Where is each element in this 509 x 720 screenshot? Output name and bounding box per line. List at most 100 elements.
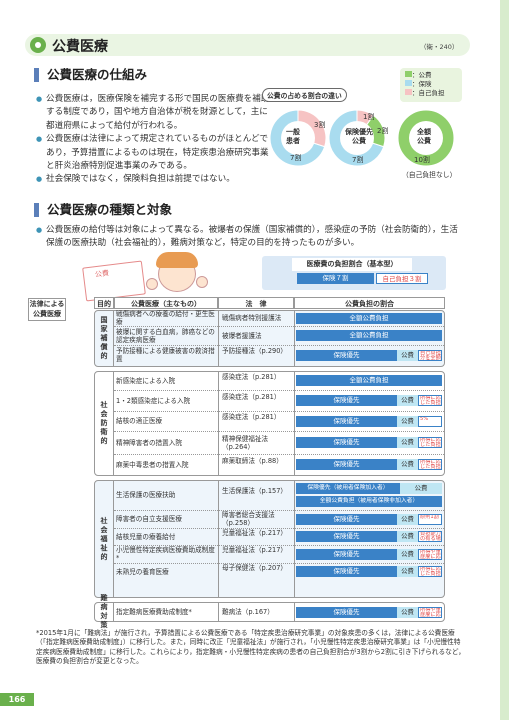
table-row-divider [114,390,444,391]
row-program-name: 精神障害者の措置入院 [116,438,182,447]
row-law-name: 感染症法（p.281） [222,372,281,381]
column-divider [294,602,295,622]
bar-insurance: 保険優先 [296,415,397,427]
pie-share-label: 10割 [414,156,430,164]
bar-insurance: 保険優先 [296,459,397,470]
group-category: 国 家 補 償 的 [100,316,108,360]
bar-public: 公費 [400,483,442,494]
row-program-name: 結核の適正医療 [116,417,163,425]
table-side-label: 法律による 公費医療 [28,298,66,321]
table-row-divider [114,510,444,511]
pie-center-label: 全額 公費 [417,128,431,145]
table-row-divider [114,345,444,346]
bar-insurance: 保険優先 [296,566,397,577]
column-divider [113,480,114,598]
section-title-types: 公費医療の種類と対象 [34,203,172,217]
character-hand [196,276,208,288]
character-hand [146,278,158,290]
column-divider [218,310,219,367]
pie-share-label: 3割 [314,121,326,129]
burden-legend-insurance: 保険７割 [297,273,374,284]
character-hair [156,252,198,268]
row-program-name: 被爆に関する白血病，肺癌などの認定疾病医療 [116,327,215,344]
group-category: 難 病 対 策 [100,594,108,629]
row-law-name: 児童福祉法（p.217） [222,546,288,554]
row-program-name: 指定難病医療費助成制度* [116,608,192,616]
row-program-name: 戦傷病者への療養の給付・更生医療 [116,310,215,327]
row-law-name: 被爆者援護法 [222,331,262,340]
table-row-divider [114,454,444,455]
pie-share-label: 2割 [377,127,389,135]
bar-self-pay: 所得に応じた負担 [418,459,442,470]
row-law-name: 障害者総合支援法（p.258） [222,511,275,528]
bar-self-pay: 自己負担分を全額公費負担 [418,349,442,361]
row-law-name: 児童福祉法（p.217） [222,528,288,537]
bar-self-pay: 所得や重症度に応じた負担 [418,548,442,560]
bar-self-pay: 負担能力の有る場合 [418,531,442,542]
column-header: 法 律 [218,297,294,309]
bar-full-public: 全額公費負担（被用者保険非加入者） [296,496,442,507]
column-divider [113,310,114,367]
column-divider [218,371,219,476]
types-bullet: 公費医療の給付等は対象によって異なる。被爆者の保護（国家補償的），感染症の予防（… [36,224,466,251]
table-row-divider [114,411,444,412]
bar-self-pay: 所得に応じた負担 [418,566,442,577]
bar-self-pay: 5% [418,415,442,427]
bar-public: 公費 [397,531,418,542]
row-program-name: 障害者の自立支援医療 [116,515,182,523]
bar-public: 公費 [397,395,418,406]
burden-legend-self: 自己負担３割 [376,273,428,284]
row-law-name: 難病法（p.167） [222,608,274,616]
mechanism-bullets: 公費医療は，医療保険を補完する形で国民の医療費を補助する制度であり，国や地方自治… [36,93,272,187]
bar-public: 公費 [397,437,418,448]
bullet-text: 社会保険ではなく，保険料負担は前提ではない。 [36,173,272,187]
circle-bullet-icon [30,37,46,53]
legend-public: ：公費 [405,71,457,80]
bar-insurance: 保険優先 [296,349,397,361]
row-program-name: 予防接種による健康被害の救済措置 [116,347,215,364]
section-title-mechanism: 公費医療の仕組み [34,68,147,82]
bar-self-pay: 所得に応じた負担 [418,437,442,448]
column-divider [294,371,295,476]
bar-full-public: 全額公費負担 [296,375,442,386]
column-divider [294,480,295,598]
row-law-name: 母子保健法（p.207） [222,563,288,572]
bullet-text: 公費医療は法律によって規定されているものがほとんどであり，予算措置によるものは現… [36,133,272,173]
pie-center-label: 一般 患者 [286,128,300,145]
row-program-name: 1・2類感染症による入院 [116,396,191,405]
pie-share-label: 1割 [363,113,375,121]
chapter-header-bar [25,34,470,56]
bar-insurance: 保険優先 [296,606,397,618]
pie-legend: ：公費 ：保険 ：自己負担 [400,68,462,102]
page-reference: （衛・240） [420,43,459,51]
bar-public: 公費 [397,513,418,525]
bar-public: 公費 [397,349,418,361]
pie-share-label: 7割 [290,154,302,162]
bar-public: 公費 [397,415,418,427]
bar-public: 公費 [397,548,418,560]
column-divider [113,371,114,476]
legend-self: ：自己負担 [405,89,457,98]
row-law-name: 感染症法（p.281） [222,392,281,401]
bar-insurance: 保険優先（被用者保険加入者） [296,483,400,494]
bar-self-pay: 所得に応じた負担 [418,395,442,406]
group-category: 社 会 福 祉 的 [100,516,108,561]
column-divider [294,310,295,367]
column-divider [113,602,114,622]
row-law-name: 感染症法（p.281） [222,413,281,421]
pie-center-label: 保険優先 公費 [345,128,373,145]
pie-section-label: 公費の占める割合の違い [262,88,347,102]
pie-subcaption: （自己負担なし） [402,171,457,179]
bar-insurance: 保険優先 [296,531,397,542]
row-program-name: 結核児童の療養給付 [116,532,176,541]
column-divider [218,480,219,598]
column-divider [218,602,219,622]
bar-insurance: 保険優先 [296,513,397,525]
row-program-name: 新感染症による入院 [116,376,176,385]
row-program-name: 未熟児の養育医療 [116,567,169,576]
bar-insurance: 保険優先 [296,548,397,560]
bar-full-public: 全額公費負担 [296,312,442,324]
table-row-divider [114,563,444,564]
page-edge-stripe [500,0,509,720]
bar-public: 公費 [397,459,418,470]
